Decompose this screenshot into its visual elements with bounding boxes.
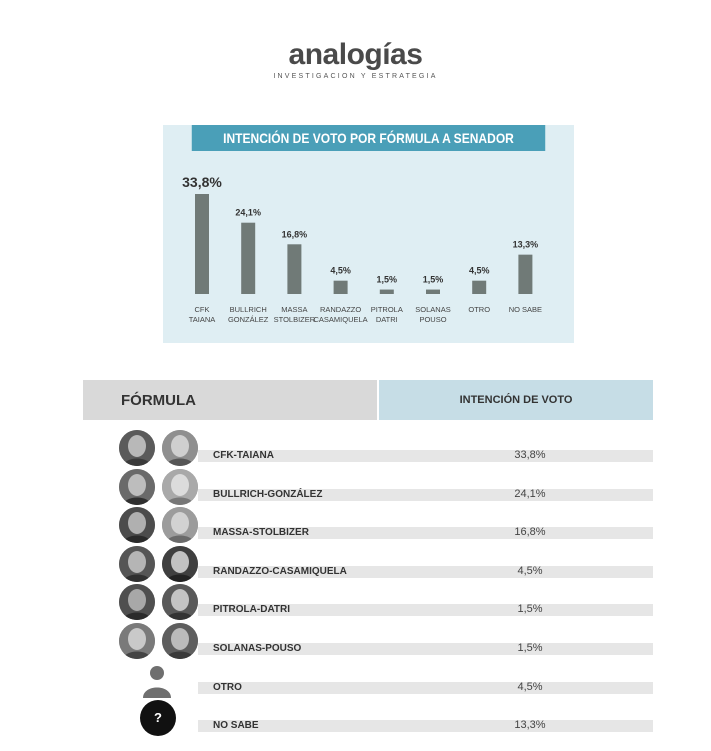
bar-2	[287, 244, 302, 294]
table-row	[198, 450, 653, 462]
row-vote-value: 4,5%	[517, 680, 543, 693]
chart-panel: INTENCIÓN DE VOTO POR FÓRMULA A SENADOR …	[163, 125, 574, 343]
header-formula-label: FÓRMULA	[121, 392, 196, 409]
row-vote-value: 1,5%	[517, 642, 543, 654]
candidate-photo	[119, 430, 155, 466]
row-formula-name: SOLANAS-POUSO	[213, 643, 302, 654]
candidate-photo	[119, 545, 155, 582]
category-label-2-1: STOLBIZER	[274, 315, 316, 324]
category-label-5-0: SOLANAS	[415, 305, 450, 314]
category-label-4-1: DATRI	[376, 315, 398, 324]
brand-logo: analogías	[288, 38, 423, 71]
brand-tagline: INVESTIGACION Y ESTRATEGIA	[273, 73, 438, 80]
chart-title: INTENCIÓN DE VOTO POR FÓRMULA A SENADOR	[191, 125, 546, 151]
question-mark-icon: ?	[140, 700, 176, 737]
row-formula-name: CFK-TAIANA	[213, 450, 274, 461]
bar-4	[379, 289, 394, 294]
table-row	[198, 527, 653, 540]
bar-value-label-3: 4,5%	[330, 266, 351, 276]
table-row	[198, 720, 653, 733]
category-label-0-1: TAIANA	[189, 315, 216, 324]
bar-value-label-2: 16,8%	[282, 229, 308, 239]
category-label-3-1: CASAMIQUELA	[314, 315, 368, 324]
category-label-1-1: GONZÁLEZ	[228, 315, 269, 324]
category-label-4-0: PITROLA	[371, 305, 403, 314]
row-formula-name: MASSA-STOLBIZER	[213, 527, 309, 539]
category-label-6-0: OTRO	[468, 305, 490, 314]
candidate-photo	[119, 584, 155, 621]
candidate-photo	[119, 468, 155, 505]
table-row	[198, 681, 653, 694]
row-formula-name: BULLRICH-GONZÁLEZ	[213, 488, 323, 500]
row-vote-value: 4,5%	[517, 564, 543, 577]
bar-3	[333, 280, 348, 294]
row-formula-name: RANDAZZO-CASAMIQUELA	[213, 565, 347, 577]
candidate-photo	[119, 623, 155, 659]
category-label-0-0: CFK	[195, 305, 210, 314]
candidate-photo	[162, 623, 198, 659]
bar-6	[472, 280, 487, 294]
row-formula-name: PITROLA-DATRI	[213, 604, 291, 616]
bar-5	[426, 289, 440, 294]
row-vote-value: 24,1%	[514, 487, 546, 500]
table-row	[198, 643, 653, 655]
bar-1	[241, 222, 256, 294]
header-vote-label: INTENCIÓN DE VOTO	[459, 394, 573, 406]
category-label-3-0: RANDAZZO	[320, 305, 361, 314]
table-row	[198, 488, 653, 501]
bar-value-label-4: 1,5%	[377, 275, 398, 285]
bar-value-label-7: 13,3%	[513, 240, 539, 250]
row-formula-name: NO SABE	[213, 720, 259, 732]
bar-value-label-5: 1,5%	[423, 275, 444, 285]
row-formula-name: OTRO	[213, 681, 242, 693]
table-row	[198, 565, 653, 578]
category-label-1-0: BULLRICH	[230, 305, 267, 314]
bar-value-label-0: 33,8%	[182, 174, 222, 190]
table-row	[198, 604, 653, 617]
candidate-photo	[162, 545, 198, 582]
row-vote-value: 16,8%	[514, 526, 546, 539]
bar-0	[195, 194, 209, 294]
bar-value-label-1: 24,1%	[235, 208, 261, 218]
table-header-formula: FÓRMULA	[83, 380, 377, 420]
category-label-7-0: NO SABE	[509, 305, 542, 314]
row-vote-value: 33,8%	[514, 449, 546, 461]
person-silhouette-icon	[141, 664, 173, 703]
bar-value-label-6: 4,5%	[469, 266, 490, 276]
candidate-photo	[162, 430, 198, 466]
category-label-2-0: MASSA	[281, 305, 307, 314]
bar-7	[518, 254, 533, 294]
candidate-photo	[119, 507, 155, 544]
row-vote-value: 1,5%	[517, 603, 543, 616]
candidate-photo	[162, 584, 198, 621]
row-vote-value: 13,3%	[514, 719, 546, 732]
candidate-photo	[162, 468, 198, 505]
table-header-vote: INTENCIÓN DE VOTO	[379, 380, 653, 420]
candidate-photo	[162, 507, 198, 544]
category-label-5-1: POUSO	[419, 315, 446, 324]
